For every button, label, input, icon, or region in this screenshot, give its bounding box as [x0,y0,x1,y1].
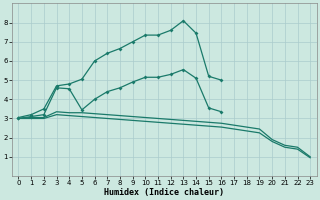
X-axis label: Humidex (Indice chaleur): Humidex (Indice chaleur) [104,188,224,197]
